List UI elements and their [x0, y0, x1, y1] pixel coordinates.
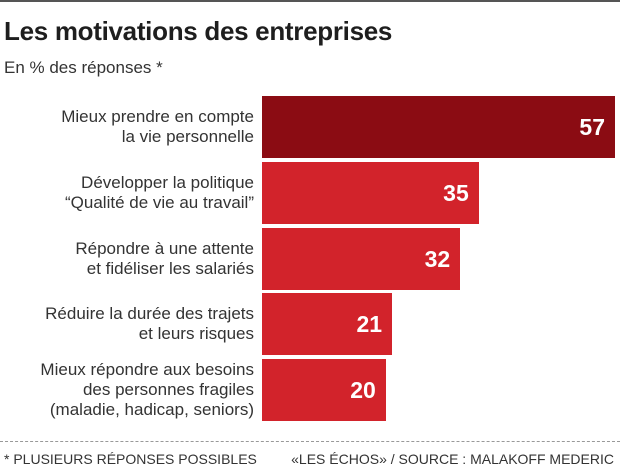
category-label: Mieux répondre aux besoins des personnes…	[40, 360, 254, 419]
bar	[262, 293, 393, 355]
data-label: 35	[443, 180, 469, 206]
source: «LES ÉCHOS» / SOURCE : MALAKOFF MEDERIC	[291, 451, 614, 467]
category-label: Réduire la durée des trajets et leurs ri…	[45, 304, 254, 343]
data-label: 20	[350, 377, 376, 403]
bar	[262, 96, 615, 158]
footer-divider	[0, 441, 620, 442]
category-label: Mieux prendre en compte la vie personnel…	[61, 107, 254, 146]
data-label: 57	[579, 114, 605, 140]
bar	[262, 228, 461, 290]
data-label: 32	[424, 246, 451, 272]
bar	[262, 162, 479, 224]
chart-title: Les motivations des entreprises	[4, 16, 393, 46]
footnote: * PLUSIEURS RÉPONSES POSSIBLES	[4, 451, 257, 467]
top-rule	[0, 0, 620, 2]
chart-subtitle: En % des réponses *	[4, 58, 163, 77]
category-label: Répondre à une attente et fidéliser les …	[75, 239, 254, 278]
bar	[262, 359, 386, 421]
data-label: 21	[356, 311, 383, 337]
category-label: Développer la politique “Qualité de vie …	[65, 173, 254, 212]
